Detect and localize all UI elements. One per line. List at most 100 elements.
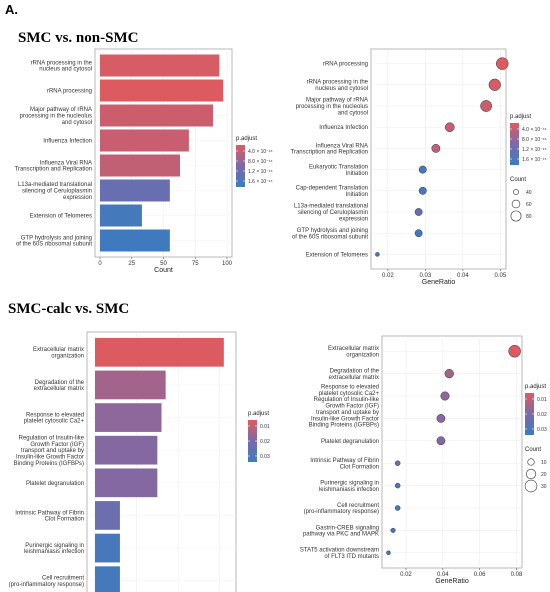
x-tick-label: 0.02: [400, 572, 412, 578]
colorbar-label: 4.0 × 10⁻¹⁶: [248, 149, 273, 155]
colorbar-label: 8.0 × 10⁻¹⁶: [248, 159, 273, 165]
size-legend-circle: [512, 200, 520, 208]
x-axis-label: GeneRatio: [435, 578, 469, 585]
category-label: Degradation of the extracellular matrix: [34, 380, 85, 392]
data-point: [445, 369, 454, 378]
category-label: Major pathway of rRNA processing in the n…: [20, 107, 92, 126]
category-label: Platelet degranulation: [321, 439, 379, 445]
data-point: [419, 166, 426, 173]
category-label: Extension of Telomeres: [30, 214, 92, 220]
category-label: Cap-dependent Translation Initiation: [296, 186, 368, 198]
size-legend-label: 40: [526, 190, 532, 196]
data-point: [489, 79, 501, 91]
category-label: Intrinsic Pathway of Fibrin Clot Formatio…: [310, 458, 379, 470]
bar: [95, 501, 120, 530]
size-legend-circle: [525, 480, 537, 492]
category-label: rRNA processing: [47, 89, 92, 95]
x-axis-label: Count: [154, 267, 173, 274]
bar: [100, 155, 180, 177]
x-tick-label: 0.02: [382, 273, 394, 279]
data-point: [395, 483, 400, 488]
dot-chart-smc-vs-non-smc: rRNA processing rRNA processing in the nuc…: [291, 49, 547, 286]
data-point: [509, 345, 521, 357]
legend-title: p.adjust: [510, 114, 531, 120]
category-label: Regulation of Insulin-like Growth Factor …: [14, 436, 85, 467]
colorbar-label: 1.6 × 10⁻¹⁵: [248, 179, 273, 185]
data-point: [395, 461, 400, 466]
legend-title: p.adjust: [525, 384, 546, 390]
category-label: rRNA processing in the nucleus and cytoso…: [307, 80, 369, 92]
size-legend-label: 20: [541, 472, 547, 478]
colorbar-label: 0.02: [537, 412, 547, 418]
colorbar-label: 8.0 × 10⁻¹⁶: [522, 137, 547, 143]
bar: [100, 130, 189, 152]
bar-chart-smc-vs-non-smc: rRNA processing in the nucleus and cytoso…: [15, 49, 273, 274]
bar: [95, 566, 120, 592]
data-point: [395, 505, 400, 510]
section-title-top: SMC vs. non-SMC: [18, 30, 138, 46]
bar: [100, 105, 213, 127]
colorbar-label: 0.02: [260, 439, 270, 445]
bar: [100, 180, 170, 202]
legend-title: p.adjust: [248, 411, 269, 417]
category-label: Influenza Viral RNA Transcription and Rep…: [291, 143, 368, 155]
category-label: Purinergic signaling in leishmaniasis inf…: [24, 543, 84, 555]
category-label: Extracellular matrix organization: [33, 347, 84, 359]
colorbar-label: 0.01: [260, 424, 270, 430]
size-legend-label: 10: [541, 460, 547, 466]
data-point: [481, 100, 492, 111]
legend-title: p.adjust: [236, 136, 257, 142]
x-tick-label: 0.04: [457, 273, 469, 279]
data-point: [391, 528, 396, 533]
category-label: Response to elevated platelet cytosolic C…: [314, 385, 380, 410]
dot-chart-smc-calc-vs-smc: Extracellular matrix organization Degradat…: [300, 336, 547, 585]
category-label: GTP hydrolysis and joining of the 60S rib…: [292, 228, 368, 240]
x-tick-label: 100: [222, 261, 233, 267]
category-label: Gastrin-CREB signaling pathway via PKC an…: [303, 525, 379, 537]
data-point: [415, 230, 422, 237]
panel-letter: A.: [5, 2, 18, 17]
size-legend-circle: [528, 459, 535, 466]
category-label: Influenza Viral RNA Transcription and Rep…: [15, 160, 92, 172]
category-label: Degradation of the extracellular matrix: [329, 368, 380, 380]
data-point: [437, 414, 445, 422]
data-point: [386, 551, 390, 555]
data-point: [441, 392, 449, 400]
colorbar-label: 0.01: [537, 397, 547, 403]
x-tick-label: 0.08: [511, 572, 523, 578]
size-legend-circle: [511, 211, 521, 221]
colorbar-label: 1.2 × 10⁻¹⁵: [248, 169, 273, 175]
plot-frame: [371, 49, 506, 269]
bar-chart-smc-calc-vs-smc: Extracellular matrix organization Degradat…: [9, 332, 270, 592]
x-tick-label: 0.06: [474, 572, 486, 578]
category-label: STAT5 activation downstream of FLT3 ITD m…: [300, 548, 379, 560]
data-point: [445, 123, 454, 132]
category-label: Influenza Infection: [319, 125, 368, 131]
size-legend-circle: [526, 469, 536, 479]
data-point: [432, 144, 440, 152]
data-point: [375, 252, 379, 256]
colorbar-label: 1.6 × 10⁻¹⁵: [522, 157, 547, 163]
category-label: L13a-mediated translational silencing of …: [18, 182, 92, 201]
size-legend-title: Count: [510, 177, 526, 183]
x-axis-label: GeneRatio: [422, 279, 456, 286]
category-label: transport and uptake by Insulin-like Grow…: [309, 410, 379, 429]
colorbar-label: 0.03: [537, 427, 547, 433]
x-tick-label: 0: [98, 261, 102, 267]
category-label: Extension of Telomeres: [306, 252, 368, 258]
colorbar-label: 1.2 × 10⁻¹⁵: [522, 147, 547, 153]
data-point: [437, 437, 445, 445]
category-label: Eukaryotic Translation Initiation: [309, 164, 368, 176]
category-label: L13a-mediated translational silencing of …: [294, 204, 368, 223]
data-point: [415, 208, 422, 215]
bar: [95, 468, 157, 497]
size-legend-label: 30: [541, 484, 547, 490]
category-label: Intrinsic Pathway of Fibrin Clot Formatio…: [15, 510, 84, 522]
category-label: Cell recruitment (pro-inflammatory respon…: [9, 576, 85, 588]
data-point: [419, 187, 426, 194]
bar: [95, 371, 166, 400]
size-legend-circle: [513, 189, 518, 194]
x-tick-label: 75: [192, 261, 199, 267]
colorbar-label: 0.03: [260, 454, 270, 460]
